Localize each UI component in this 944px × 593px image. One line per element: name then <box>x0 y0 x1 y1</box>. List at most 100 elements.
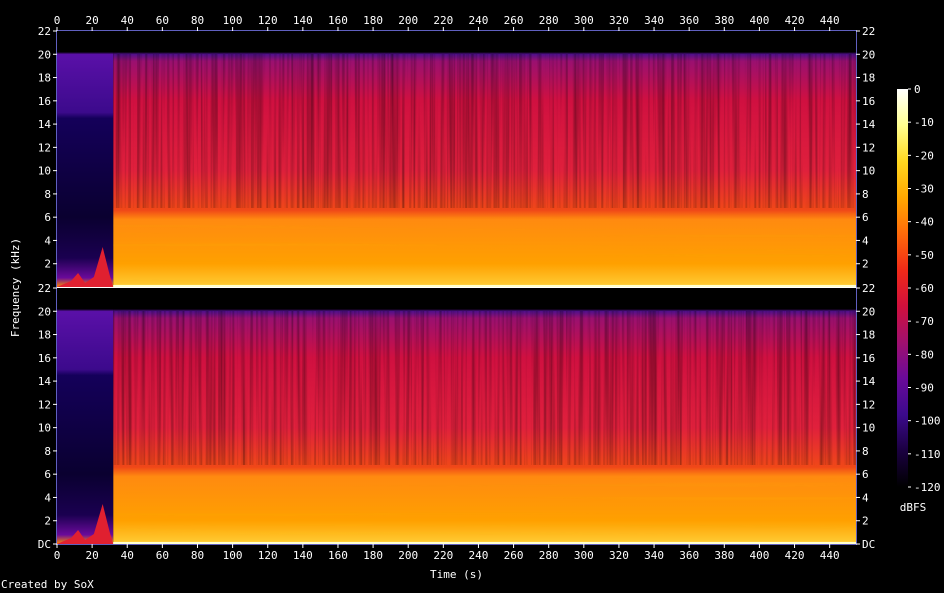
vertical-streaks <box>113 54 856 208</box>
x-tick-label-bottom: 120 <box>258 549 278 562</box>
y-tick-label-right: 4 <box>862 491 869 504</box>
colorbar-tick-label: -90 <box>914 382 934 395</box>
channel-1-spectrogram <box>56 30 857 288</box>
x-tick-label-top: 80 <box>191 14 204 27</box>
y-tick-label-right: 4 <box>862 234 869 247</box>
y-tick-label-left: 6 <box>44 468 51 481</box>
y-tick-label-left: 14 <box>38 118 52 131</box>
y-tick-label-left: 6 <box>44 211 51 224</box>
x-tick-label-top: 240 <box>469 14 489 27</box>
y-tick-label-left: 10 <box>38 422 51 435</box>
x-tick-label-bottom: 160 <box>328 549 348 562</box>
intro-peaks <box>57 247 114 287</box>
x-tick-label-top: 400 <box>749 14 769 27</box>
x-tick-label-bottom: 280 <box>539 549 559 562</box>
x-tick-label-top: 120 <box>258 14 278 27</box>
colorbar-tick-label: -20 <box>914 149 934 162</box>
x-tick-label-top: 380 <box>714 14 734 27</box>
y-tick-label-left: 12 <box>38 141 51 154</box>
y-tick-label-right: 18 <box>862 329 875 342</box>
y-tick-label-right: 8 <box>862 188 869 201</box>
x-tick-label-bottom: 60 <box>156 549 169 562</box>
y-tick-label-right: 22 <box>862 25 875 38</box>
x-tick-label-bottom: 200 <box>398 549 418 562</box>
x-tick-label-top: 280 <box>539 14 559 27</box>
colorbar-tick-label: -30 <box>914 183 934 196</box>
y-tick-label-right: DC <box>862 538 875 551</box>
y-tick-label-right: 12 <box>862 398 875 411</box>
x-tick-label-bottom: 340 <box>644 549 664 562</box>
y-tick-label-right: 2 <box>862 258 869 271</box>
y-tick-label-left: 22 <box>38 282 51 295</box>
y-tick-label-left: 16 <box>38 95 51 108</box>
x-tick-label-top: 420 <box>785 14 805 27</box>
x-tick-label-bottom: 440 <box>820 549 840 562</box>
x-tick-label-top: 0 <box>54 14 61 27</box>
y-tick-label-right: 6 <box>862 211 869 224</box>
x-tick-label-top: 60 <box>156 14 169 27</box>
colorbar: 0 -10 -20 -30 -40 -50 -60 -70 -80 -90 -100 -110 -120… <box>897 83 941 514</box>
colorbar-tick-label: -100 <box>914 415 941 428</box>
x-tick-label-bottom: 320 <box>609 549 629 562</box>
y-tick-label-left: 20 <box>38 48 51 61</box>
y-tick-label-left: 20 <box>38 305 51 318</box>
x-tick-label-bottom: 220 <box>433 549 453 562</box>
y-tick-label-left: DC <box>38 538 51 551</box>
colorbar-tick-label: -40 <box>914 216 934 229</box>
y-tick-label-right: 14 <box>862 375 876 388</box>
y-tick-label-right: 18 <box>862 72 875 85</box>
x-tick-label-top: 40 <box>121 14 134 27</box>
y-axis-label: Frequency (kHz) <box>9 238 22 337</box>
harmonic-lines <box>113 211 856 287</box>
x-tick-label-top: 20 <box>85 14 98 27</box>
y-tick-label-left: 16 <box>38 352 51 365</box>
credit-text: Created by SoX <box>1 578 94 591</box>
y-tick-label-right: 20 <box>862 48 875 61</box>
y-tick-label-left: 18 <box>38 72 51 85</box>
y-tick-label-left: 4 <box>44 234 51 247</box>
colorbar-tick-label: -10 <box>914 116 934 129</box>
y-tick-label-left: 2 <box>44 515 51 528</box>
colorbar-label: dBFS <box>900 501 927 514</box>
intro-peaks <box>57 504 114 544</box>
x-tick-label-top: 140 <box>293 14 313 27</box>
axes: 0 0 20 20 40 40 60 60 80 80 100 100 120 120 140 140 160 1… <box>9 14 876 581</box>
y-tick-label-left: 22 <box>38 25 51 38</box>
colorbar-tick-label: -50 <box>914 249 934 262</box>
colorbar-tick-label: -70 <box>914 315 934 328</box>
x-tick-label-bottom: 400 <box>749 549 769 562</box>
y-tick-label-left: 18 <box>38 329 51 342</box>
colorbar-scale <box>897 89 908 487</box>
x-tick-label-top: 340 <box>644 14 664 27</box>
x-tick-label-bottom: 420 <box>785 549 805 562</box>
y-tick-label-left: 10 <box>38 165 51 178</box>
x-tick-label-bottom: 80 <box>191 549 204 562</box>
y-tick-label-right: 22 <box>862 282 875 295</box>
harmonic-lines <box>113 468 856 544</box>
vertical-streaks <box>113 311 856 465</box>
x-tick-label-bottom: 240 <box>469 549 489 562</box>
x-tick-label-top: 320 <box>609 14 629 27</box>
x-tick-label-bottom: 300 <box>574 549 594 562</box>
colorbar-tick-label: -80 <box>914 348 934 361</box>
x-tick-label-top: 260 <box>504 14 524 27</box>
x-tick-label-bottom: 360 <box>679 549 699 562</box>
low-frequency-band <box>113 542 856 544</box>
channel-2-spectrogram <box>56 287 857 545</box>
intro-quiet-region <box>57 31 114 287</box>
y-tick-label-right: 16 <box>862 352 875 365</box>
x-tick-label-top: 440 <box>820 14 840 27</box>
y-tick-label-right: 20 <box>862 305 875 318</box>
x-tick-label-bottom: 380 <box>714 549 734 562</box>
x-axis-label: Time (s) <box>430 568 483 581</box>
intro-quiet-region <box>57 288 114 544</box>
colorbar-tick-label: -110 <box>914 448 941 461</box>
x-tick-label-bottom: 180 <box>363 549 383 562</box>
y-tick-label-left: 2 <box>44 258 51 271</box>
x-tick-label-top: 160 <box>328 14 348 27</box>
x-tick-label-top: 180 <box>363 14 383 27</box>
y-tick-label-left: 8 <box>44 188 51 201</box>
y-tick-label-left: 14 <box>38 375 52 388</box>
spectrogram-panels <box>56 30 857 545</box>
